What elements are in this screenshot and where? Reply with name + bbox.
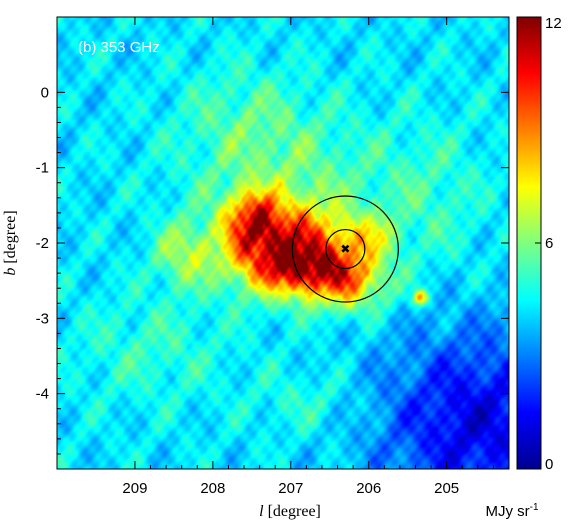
x-tick-label: 207 [278,480,303,497]
y-axis: 0 -1 -2 -3 -4 [36,84,509,455]
inner-aperture-circle [325,228,366,270]
y-tick-label: -1 [36,160,49,177]
y-tick-label: -4 [36,386,49,403]
y-axis-title-unit: [degree] [2,210,19,267]
colorbar-unit-exp: -1 [530,502,539,513]
y-axis-title-var: b [2,268,19,276]
x-axis-title-unit: [degree] [264,503,321,520]
overlay-group: ✖ [291,195,399,303]
heatmap-area [57,17,509,469]
outer-aperture-circle [291,195,399,303]
source-marker: ✖ [340,242,350,256]
x-axis-title: l [degree] [259,503,321,520]
x-tick-label: 209 [122,480,147,497]
x-axis: 209 208 207 206 205 [122,17,510,497]
colorbar-unit: MJy sr-1 [485,502,539,520]
x-tick-label: 208 [200,480,225,497]
colorbar-tick-label: 12 [545,15,562,32]
y-tick-label: -3 [36,310,49,327]
y-tick-label: -2 [36,235,49,252]
colorbar-tick-label: 6 [545,235,553,252]
panel-label: (b) 353 GHz [78,39,160,56]
heatmap-canvas [57,17,509,469]
y-tick-label: 0 [41,84,49,101]
colorbar-axis: 12 6 0 [535,15,562,473]
y-axis-title: b [degree] [2,210,19,275]
x-axis-title-var: l [259,503,264,520]
colorbar-tick-label: 0 [545,456,553,473]
colorbar-unit-text: MJy sr [485,503,529,520]
x-tick-label: 206 [356,480,381,497]
x-tick-label: 205 [434,480,459,497]
